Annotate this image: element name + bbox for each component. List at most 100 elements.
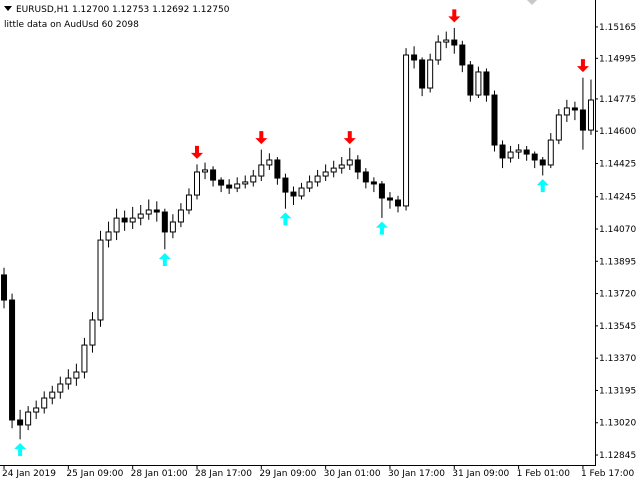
y-tick-label: 1.13545 bbox=[599, 322, 636, 332]
x-tick-label: 25 Jan 09:00 bbox=[66, 469, 123, 479]
candle-body bbox=[298, 187, 305, 197]
candle-body bbox=[1, 274, 8, 301]
candle-body bbox=[250, 175, 257, 183]
candle-body bbox=[57, 383, 64, 393]
candle-body bbox=[539, 159, 546, 166]
sell-arrow bbox=[576, 59, 589, 73]
candle-body bbox=[41, 397, 48, 409]
y-tick-label: 1.13720 bbox=[599, 290, 636, 300]
y-tick-label: 1.15165 bbox=[599, 23, 636, 33]
y-tick-label: 1.12845 bbox=[599, 451, 636, 461]
candle-body bbox=[210, 169, 217, 181]
x-tick-label: 1 Feb 01:00 bbox=[517, 469, 571, 479]
candle-body bbox=[185, 194, 192, 211]
candle-body bbox=[370, 181, 377, 185]
candle-body bbox=[258, 164, 265, 177]
candle-body bbox=[354, 159, 361, 173]
candle-body bbox=[274, 159, 281, 179]
candle-body bbox=[242, 181, 249, 185]
x-tick-label: 28 Jan 01:00 bbox=[131, 469, 188, 479]
candle-body bbox=[403, 54, 410, 207]
candle-body bbox=[555, 114, 562, 141]
candle-body bbox=[121, 217, 128, 223]
y-tick-label: 1.13895 bbox=[599, 257, 636, 267]
candle-body bbox=[193, 171, 200, 196]
candle-body bbox=[499, 144, 506, 159]
candle-body bbox=[113, 217, 120, 233]
candle-body bbox=[161, 211, 168, 233]
y-tick-label: 1.13370 bbox=[599, 354, 636, 364]
y-tick-label: 1.13195 bbox=[599, 386, 636, 396]
candle-body bbox=[49, 391, 56, 399]
candle-body bbox=[362, 171, 369, 183]
candle-body bbox=[290, 191, 297, 197]
buy-arrow bbox=[158, 252, 171, 266]
candle-body bbox=[386, 197, 393, 201]
candle-body bbox=[33, 407, 40, 413]
candle-body bbox=[443, 39, 450, 43]
sell-arrow bbox=[255, 131, 268, 145]
candle-body bbox=[266, 159, 273, 166]
candle-body bbox=[459, 44, 466, 66]
candle-body bbox=[73, 371, 80, 379]
candle-body bbox=[563, 107, 570, 116]
sell-arrow bbox=[448, 9, 461, 23]
candle-body bbox=[419, 59, 426, 89]
candle-body bbox=[153, 209, 160, 213]
candle-body bbox=[515, 149, 522, 153]
y-tick-label: 1.13020 bbox=[599, 419, 636, 429]
candle-body bbox=[571, 107, 578, 111]
x-tick-label: 29 Jan 09:00 bbox=[259, 469, 316, 479]
candle-body bbox=[177, 209, 184, 223]
candle-body bbox=[330, 167, 337, 173]
candle-body bbox=[226, 184, 233, 189]
scroll-marker bbox=[527, 0, 537, 5]
candle-body bbox=[467, 64, 474, 96]
candle-body bbox=[322, 171, 329, 177]
candle-body bbox=[587, 99, 594, 131]
candle-body bbox=[491, 94, 498, 146]
candle-body bbox=[202, 169, 209, 173]
sell-arrow bbox=[343, 131, 356, 145]
candle-body bbox=[25, 411, 32, 426]
candle-body bbox=[451, 39, 458, 46]
candle-body bbox=[145, 209, 152, 215]
candle-body bbox=[65, 377, 72, 385]
buy-arrow bbox=[279, 212, 292, 226]
candle-body bbox=[346, 159, 353, 166]
candle-body bbox=[579, 109, 586, 131]
candle-body bbox=[234, 183, 241, 189]
candle-body bbox=[89, 319, 96, 346]
candle-body bbox=[507, 151, 514, 159]
candle-body bbox=[483, 71, 490, 96]
y-tick-label: 1.14245 bbox=[599, 193, 636, 203]
candle-body bbox=[531, 153, 538, 161]
chart-subtitle: little data on AudUsd 60 2098 bbox=[4, 20, 139, 30]
candle-body bbox=[218, 179, 225, 186]
candle-body bbox=[547, 139, 554, 166]
candle-body bbox=[169, 221, 176, 233]
y-tick-label: 1.14995 bbox=[599, 54, 636, 64]
symbol-menu-arrow[interactable] bbox=[4, 6, 12, 11]
y-tick-label: 1.14600 bbox=[599, 127, 636, 137]
candle-body bbox=[129, 217, 136, 223]
y-tick-label: 1.14425 bbox=[599, 159, 636, 169]
candle-body bbox=[306, 181, 313, 189]
y-tick-label: 1.14775 bbox=[599, 95, 636, 105]
x-tick-label: 28 Jan 17:00 bbox=[195, 469, 252, 479]
candle-body bbox=[411, 54, 418, 61]
candle-body bbox=[395, 199, 402, 207]
candle-body bbox=[9, 299, 16, 421]
candle-body bbox=[282, 177, 289, 193]
candle-body bbox=[17, 419, 24, 426]
x-tick-label: 1 Feb 17:00 bbox=[581, 469, 635, 479]
candle-body bbox=[378, 183, 385, 199]
x-tick-label: 30 Jan 17:00 bbox=[388, 469, 445, 479]
candle-body bbox=[427, 59, 434, 89]
y-tick-label: 1.14070 bbox=[599, 225, 636, 235]
buy-arrow bbox=[536, 179, 549, 193]
chart-title: EURUSD,H1 1.12700 1.12753 1.12692 1.1275… bbox=[16, 5, 230, 15]
candle-body bbox=[523, 149, 530, 155]
